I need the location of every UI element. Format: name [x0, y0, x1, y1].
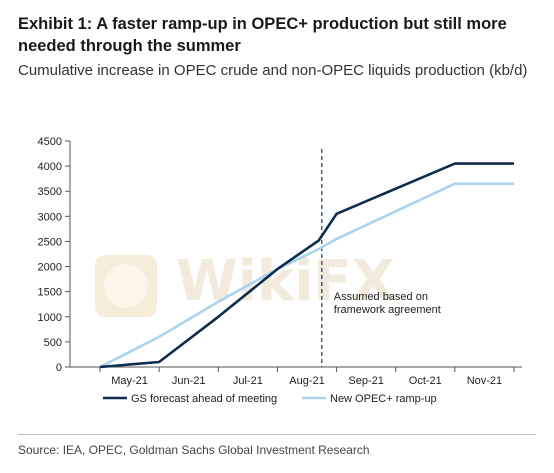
line-chart: WikiFX 0 500 1000 1500 2000 2500 3000 3500 4000 4…: [38, 136, 522, 405]
y-tick-label: 3500: [38, 186, 62, 198]
y-tick-label: 2000: [38, 262, 62, 274]
y-tick-label: 4500: [38, 136, 62, 148]
x-tick-label: Sep-21: [348, 375, 383, 387]
legend: GS forecast ahead of meeting New OPEC+ ra…: [103, 393, 437, 405]
legend-label: GS forecast ahead of meeting: [131, 393, 277, 405]
watermark-text: WikiFX: [176, 249, 395, 314]
x-tick-label: Aug-21: [289, 375, 324, 387]
x-tick-label: Jun-21: [172, 375, 206, 387]
y-tick-label: 0: [56, 362, 62, 374]
series-line-new-opec-rampup: [99, 182, 514, 369]
x-tick-label: Oct-21: [409, 375, 442, 387]
series-line-gs-forecast: [99, 162, 514, 369]
watermark-logo: [95, 255, 157, 317]
divider: [18, 434, 536, 435]
chart-subtitle: Cumulative increase in OPEC crude and no…: [18, 62, 528, 79]
source-note: Source: IEA, OPEC, Goldman Sachs Global …: [18, 443, 370, 457]
x-tick-label: Jul-21: [233, 375, 263, 387]
y-tick-label: 1000: [38, 312, 62, 324]
chart-title: Exhibit 1: A faster ramp-up in OPEC+ pro…: [18, 15, 507, 55]
y-tick-label: 4000: [38, 161, 62, 173]
x-tick-label: Nov-21: [467, 375, 502, 387]
x-axis: May-21 Jun-21 Jul-21 Aug-21 Sep-21 Oct-21 Nov-…: [70, 366, 522, 387]
annotation-text-line2: framework agreement: [334, 304, 441, 316]
y-axis: 0 500 1000 1500 2000 2500 3000 3500 4000 4500: [38, 136, 71, 374]
y-tick-label: 500: [44, 337, 62, 349]
annotation-text-line1: Assumed based on: [334, 291, 428, 303]
y-tick-label: 1500: [38, 287, 62, 299]
legend-label: New OPEC+ ramp-up: [330, 393, 437, 405]
y-tick-label: 2500: [38, 236, 62, 248]
x-tick-label: May-21: [111, 375, 148, 387]
y-tick-label: 3000: [38, 211, 62, 223]
series-layer: [99, 162, 514, 369]
